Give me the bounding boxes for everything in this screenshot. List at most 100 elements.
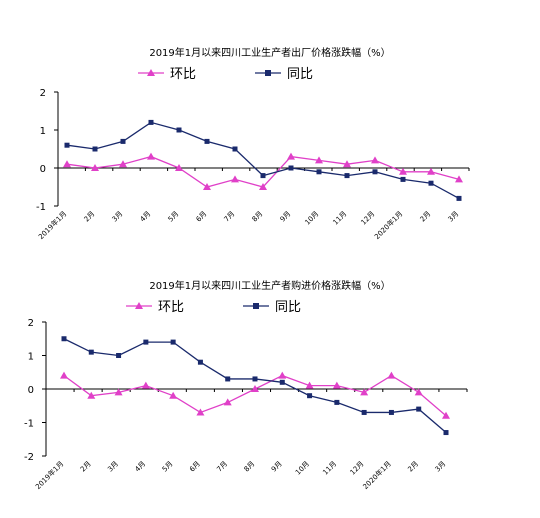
x-tick-label: 7月 <box>223 210 237 224</box>
y-tick-label: 2 <box>28 318 34 329</box>
data-point-triangle <box>455 175 463 183</box>
legend-item: 环比 <box>138 67 196 82</box>
data-point-square <box>61 336 67 342</box>
x-tick-label: 5月 <box>161 460 175 474</box>
data-point-square <box>456 195 462 201</box>
data-point-triangle <box>60 371 68 379</box>
y-tick-label: 1 <box>40 126 46 137</box>
data-point-square <box>316 169 322 175</box>
data-point-triangle <box>442 411 450 419</box>
x-tick-label: 3月 <box>447 210 461 224</box>
x-tick-label: 2月 <box>79 460 93 474</box>
data-point-triangle <box>315 156 323 164</box>
data-point-square <box>148 119 154 125</box>
y-tick-label: 0 <box>40 164 46 175</box>
data-point-triangle <box>427 167 435 175</box>
data-point-square <box>260 173 266 179</box>
x-tick-label: 6月 <box>195 210 209 224</box>
data-point-triangle <box>332 381 341 389</box>
x-tick-label: 9月 <box>279 210 293 224</box>
data-point-square <box>252 376 258 382</box>
data-point-square <box>307 393 313 399</box>
x-tick-label: 3月 <box>106 460 120 474</box>
x-tick-label: 11月 <box>321 460 338 477</box>
x-tick-label: 8月 <box>243 460 257 474</box>
y-tick-label: -1 <box>36 202 46 213</box>
data-point-square <box>197 359 203 365</box>
data-point-square <box>344 173 350 179</box>
data-point-square <box>92 146 98 152</box>
data-point-square <box>170 339 176 345</box>
chart-title: 2019年1月以来四川工业生产者购进价格涨跌幅（%） <box>149 279 390 292</box>
legend-marker-square <box>253 303 259 309</box>
x-tick-label: 8月 <box>251 210 265 224</box>
x-tick-label: 2月 <box>83 210 97 224</box>
data-point-triangle <box>371 156 379 164</box>
data-point-square <box>143 339 149 345</box>
data-point-triangle <box>259 183 267 190</box>
x-tick-label: 9月 <box>270 460 284 474</box>
data-point-square <box>361 409 367 415</box>
x-tick-label: 2020年1月 <box>361 459 393 491</box>
x-tick-label: 2月 <box>419 210 433 224</box>
x-tick-label: 4月 <box>134 460 148 474</box>
data-point-square <box>288 165 294 171</box>
legend-item: 同比 <box>243 300 301 315</box>
data-point-triangle <box>169 391 178 399</box>
legend-label: 同比 <box>287 67 313 82</box>
x-tick-label: 12月 <box>349 460 366 477</box>
chart-title: 2019年1月以来四川工业生产者出厂价格涨跌幅（%） <box>149 46 390 59</box>
data-point-triangle <box>305 381 314 389</box>
x-tick-label: 10月 <box>303 210 320 227</box>
data-point-square <box>400 176 406 182</box>
data-point-square <box>443 430 449 436</box>
data-point-triangle <box>360 388 369 396</box>
data-point-triangle <box>287 152 295 160</box>
x-tick-label: 10月 <box>294 460 311 477</box>
legend-marker-triangle <box>147 69 155 76</box>
data-point-triangle <box>114 388 123 396</box>
y-tick-label: 0 <box>28 385 34 396</box>
chart-purchase-price: 2019年1月以来四川工业生产者购进价格涨跌幅（%） 环比 同比 -2 -1 0 1 2 201… <box>24 279 468 491</box>
data-point-triangle <box>147 152 155 160</box>
data-point-triangle <box>399 167 407 175</box>
legend-marker-square <box>265 70 271 76</box>
x-tick-label: 7月 <box>215 460 229 474</box>
data-point-square <box>120 138 126 144</box>
data-point-square <box>232 146 238 152</box>
data-point-square <box>176 127 182 133</box>
x-tick-label: 12月 <box>359 210 376 227</box>
data-point-triangle <box>203 183 211 190</box>
data-point-triangle <box>414 388 423 396</box>
x-tick-label: 2019年1月 <box>36 209 68 241</box>
series-line-0 <box>66 155 460 188</box>
data-point-square <box>279 379 285 385</box>
data-point-triangle <box>387 371 396 379</box>
x-tick-label: 3月 <box>111 210 125 224</box>
y-tick-label: 2 <box>40 88 46 99</box>
legend-item: 环比 <box>126 300 184 315</box>
data-point-triangle <box>231 175 239 183</box>
data-point-square <box>204 138 210 144</box>
data-point-triangle <box>63 160 71 168</box>
legend-item: 同比 <box>255 67 313 82</box>
legend-label: 同比 <box>275 300 301 315</box>
data-point-triangle <box>223 398 232 406</box>
x-tick-label: 2020年1月 <box>372 209 404 241</box>
data-point-square <box>428 180 434 186</box>
data-point-square <box>388 409 394 415</box>
legend-label: 环比 <box>170 67 196 82</box>
data-point-square <box>334 399 340 405</box>
data-point-triangle <box>251 385 259 392</box>
series-line-0 <box>63 374 447 417</box>
data-point-triangle <box>141 381 150 389</box>
data-point-square <box>88 349 94 355</box>
data-point-square <box>225 376 231 382</box>
legend-marker-triangle <box>135 302 143 309</box>
data-point-square <box>372 169 378 175</box>
data-point-triangle <box>119 160 127 168</box>
data-point-square <box>416 406 422 412</box>
data-point-triangle <box>343 160 351 168</box>
y-tick-label: -2 <box>24 452 34 463</box>
